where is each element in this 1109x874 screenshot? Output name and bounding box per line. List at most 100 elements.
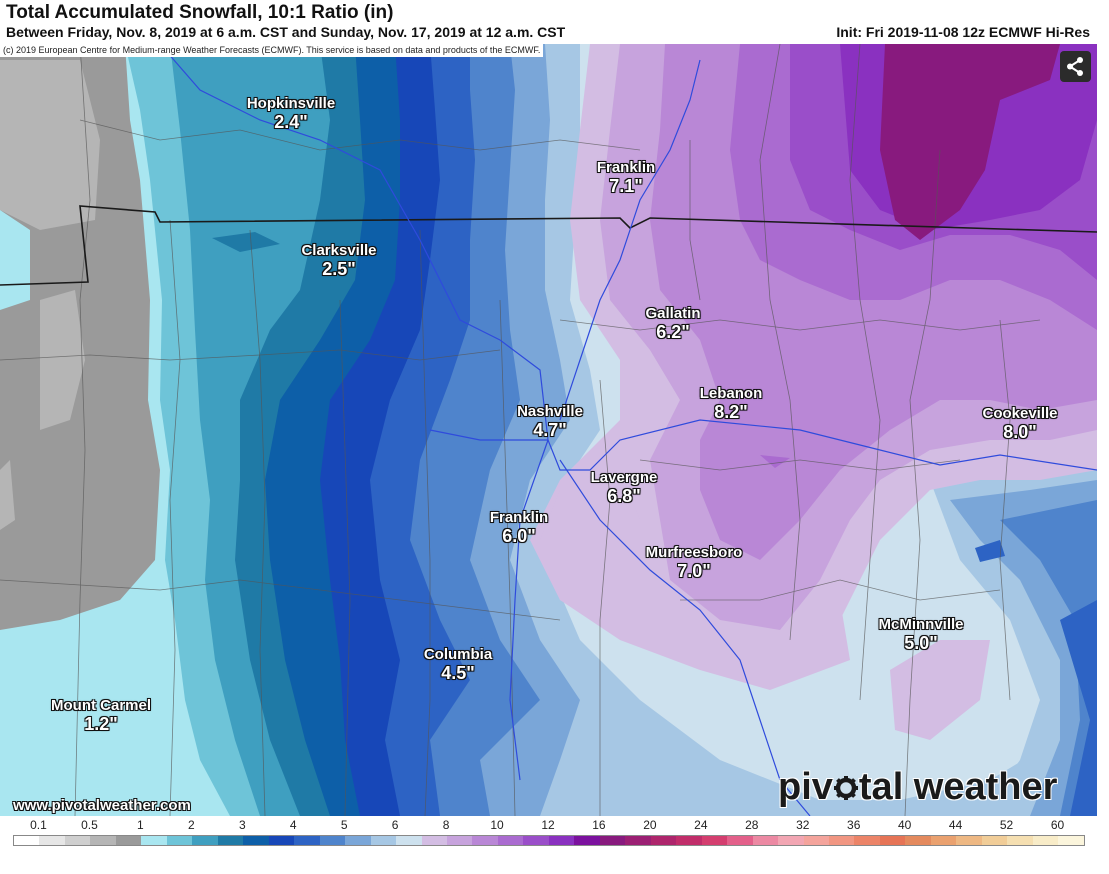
- scale-swatch: [268, 836, 295, 845]
- city-name: Franklin: [489, 509, 549, 526]
- scale-swatch: [854, 836, 880, 845]
- snowfall-map[interactable]: [0, 44, 1097, 816]
- scale-label: 32: [796, 818, 810, 832]
- scale-label: 12: [541, 818, 555, 832]
- scale-swatch: [956, 836, 982, 845]
- city-snowfall-value: 7.1": [609, 176, 643, 196]
- scale-swatch: [523, 836, 549, 845]
- scale-label: 2: [187, 818, 195, 832]
- city-name: McMinnville: [878, 616, 964, 633]
- scale-label: 52: [999, 818, 1014, 832]
- scale-swatch: [778, 836, 804, 845]
- city-snowfall-value: 2.5": [322, 259, 356, 279]
- scale-swatch: [727, 836, 753, 845]
- scale-swatch: [829, 836, 855, 845]
- city-snowfall-value: 8.2": [714, 402, 748, 422]
- scale-swatch: [90, 836, 116, 845]
- scale-swatch: [421, 836, 447, 845]
- city-label-nashville: Nashville 4.7": [517, 404, 583, 439]
- map-subtitle: Between Friday, Nov. 8, 2019 at 6 a.m. C…: [6, 24, 566, 40]
- scale-label: 28: [745, 818, 759, 832]
- model-init: Init: Fri 2019-11-08 12z ECMWF Hi-Res: [836, 24, 1090, 40]
- scale-swatch: [472, 836, 498, 845]
- city-snowfall-value: 8.0": [1003, 422, 1037, 442]
- scale-swatch: [1058, 836, 1084, 845]
- scale-label: 1: [137, 818, 144, 832]
- scale-label: 5: [340, 818, 348, 832]
- scale-label: 3: [238, 818, 246, 832]
- city-name: Cookeville: [982, 405, 1058, 422]
- scale-swatch: [217, 836, 244, 845]
- city-snowfall-value: 5.0": [904, 633, 938, 653]
- brand-text-start: piv: [778, 766, 833, 808]
- scale-swatch: [574, 836, 600, 845]
- city-label-murfreesboro: Murfreesboro 7.0": [646, 545, 743, 580]
- scale-label: 0.5: [81, 818, 98, 832]
- scale-swatch: [115, 836, 142, 845]
- city-label-franklin-ky: Franklin 7.1": [597, 160, 655, 195]
- scale-label: 44: [948, 818, 963, 832]
- scale-label: 20: [643, 818, 657, 832]
- city-snowfall-value: 4.7": [533, 420, 567, 440]
- scale-label: 16: [592, 818, 606, 832]
- city-snowfall-value: 6.8": [607, 486, 641, 506]
- city-label-gallatin: Gallatin 6.2": [645, 306, 700, 341]
- city-snowfall-value: 7.0": [677, 561, 711, 581]
- scale-label: 0.1: [30, 818, 47, 832]
- scale-swatch: [396, 836, 422, 845]
- city-label-hopkinsville: Hopkinsville 2.4": [247, 96, 335, 131]
- scale-swatch: [930, 836, 957, 845]
- header: Total Accumulated Snowfall, 10:1 Ratio (…: [0, 0, 1109, 44]
- brand-text-end: tal weather: [858, 766, 1058, 808]
- city-label-lavergne: Lavergne 6.8": [591, 470, 658, 505]
- share-button[interactable]: [1060, 51, 1091, 82]
- scale-swatch: [752, 836, 779, 845]
- scale-swatch: [650, 836, 677, 845]
- map-title: Total Accumulated Snowfall, 10:1 Ratio (…: [6, 2, 394, 23]
- scale-swatch: [64, 836, 91, 845]
- scale-label: 6: [391, 818, 399, 832]
- scale-swatch: [294, 836, 320, 845]
- copyright-notice: (c) 2019 European Centre for Medium-rang…: [0, 44, 544, 57]
- city-label-mcminnville: McMinnville 5.0": [878, 617, 963, 652]
- scale-label: 24: [694, 818, 708, 832]
- site-url[interactable]: www.pivotalweather.com: [13, 797, 191, 814]
- scale-swatch: [370, 836, 397, 845]
- city-name: Lavergne: [590, 469, 658, 486]
- scale-swatch: [39, 836, 65, 845]
- city-label-cookeville: Cookeville 8.0": [982, 406, 1057, 441]
- scale-swatch: [1007, 836, 1033, 845]
- scale-bar: [13, 835, 1085, 846]
- scale-swatch: [1032, 836, 1059, 845]
- city-label-franklin-tn: Franklin 6.0": [490, 510, 548, 545]
- city-label-columbia: Columbia 4.5": [424, 647, 492, 682]
- scale-swatch: [548, 836, 575, 845]
- scale-swatch: [497, 836, 524, 845]
- scale-labels: 0.1 0.5 1 2 3 4 5 6 8 10 12 16 20 24 28 32 36 40 44 52 60: [0, 818, 1109, 832]
- snowfall-contours: [0, 44, 1097, 816]
- scale-swatch: [676, 836, 702, 845]
- brand-logo: piv tal weather: [778, 766, 1057, 809]
- city-name: Gallatin: [645, 305, 701, 322]
- scale-swatch: [981, 836, 1008, 845]
- city-label-mount-carmel: Mount Carmel 1.2": [51, 698, 151, 733]
- scale-swatch: [446, 836, 473, 845]
- city-name: Nashville: [517, 403, 583, 420]
- scale-swatch: [319, 836, 346, 845]
- city-name: Clarksville: [301, 242, 377, 259]
- scale-label: 10: [490, 818, 504, 832]
- city-name: Mount Carmel: [50, 697, 152, 714]
- scale-label: 60: [1050, 818, 1065, 832]
- scale-swatch: [192, 836, 218, 845]
- scale-label: 8: [442, 818, 450, 832]
- scale-swatch: [141, 836, 167, 845]
- scale-swatch: [14, 836, 40, 845]
- scale-label: 4: [289, 818, 297, 832]
- city-snowfall-value: 2.4": [274, 112, 308, 132]
- scale-swatch: [599, 836, 626, 845]
- city-snowfall-value: 6.2": [656, 322, 690, 342]
- color-scale-legend: 0.1 0.5 1 2 3 4 5 6 8 10 12 16 20 24 28 32 36 40 44 52 60: [0, 816, 1109, 874]
- scale-swatch: [879, 836, 906, 845]
- share-icon: [1067, 57, 1083, 76]
- scale-swatch: [345, 836, 371, 845]
